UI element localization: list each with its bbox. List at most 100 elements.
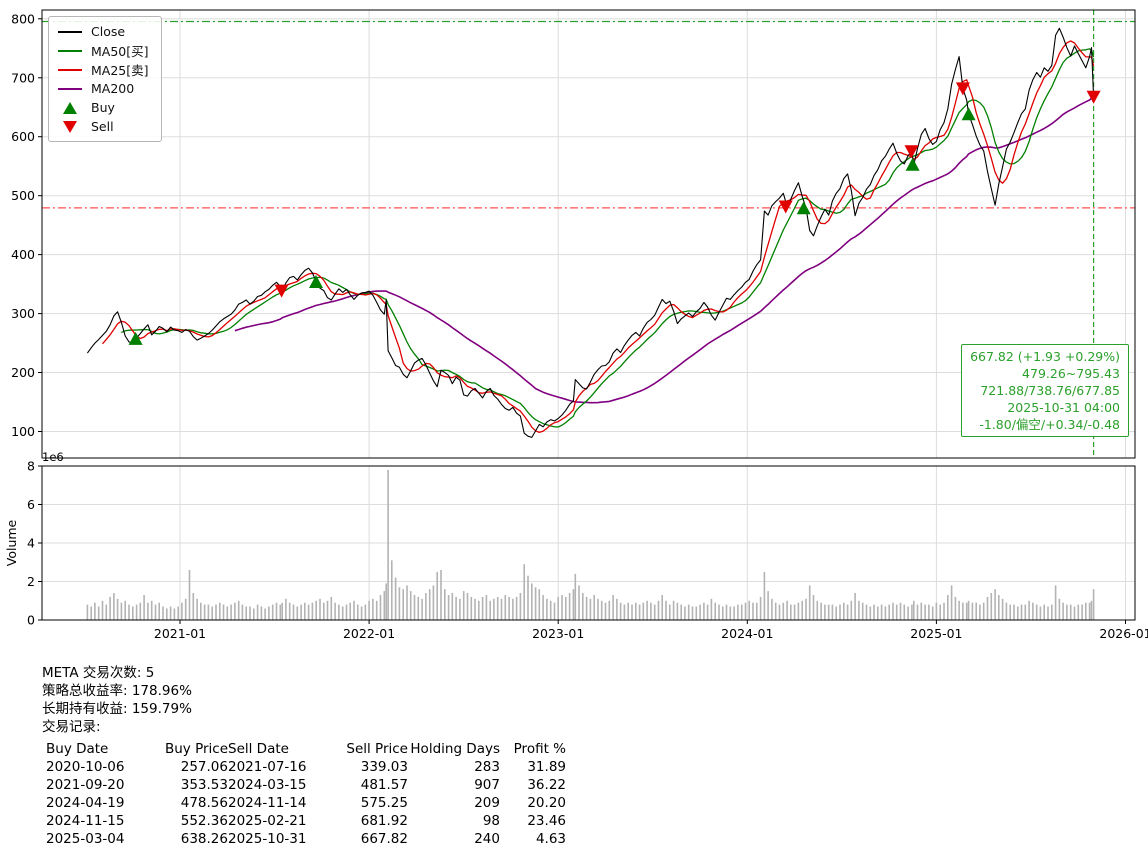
legend-item-ma50: MA50[买] xyxy=(57,41,149,60)
table-row: 2020-10-06 257.06 2021-07-16 339.03 283 31.89 xyxy=(46,758,566,776)
col-buy-date: Buy Date xyxy=(46,741,109,757)
table-cell: 2021-07-16 xyxy=(228,759,307,775)
table-cell: 907 xyxy=(474,777,500,793)
hold-return-line: 长期持有收益: 159.79% xyxy=(42,701,192,717)
legend-label-sell: Sell xyxy=(91,119,114,134)
ma25-line-sample xyxy=(57,68,83,71)
svg-text:2: 2 xyxy=(27,574,35,589)
table-cell: 240 xyxy=(474,831,500,847)
table-cell: 2020-10-06 xyxy=(46,759,125,775)
buy-marker-icon xyxy=(57,101,83,114)
table-cell: 209 xyxy=(474,795,500,811)
table-cell: 2025-03-04 xyxy=(46,831,125,847)
table-cell: 2024-04-19 xyxy=(46,795,125,811)
table-row: 2024-04-19 478.56 2024-11-14 575.25 209 20.20 xyxy=(46,794,566,812)
svg-text:2021-01: 2021-01 xyxy=(154,626,206,641)
table-cell: 552.36 xyxy=(180,813,228,829)
ma200-line xyxy=(234,97,1094,404)
table-cell: 2021-09-20 xyxy=(46,777,125,793)
table-cell: 478.56 xyxy=(180,795,228,811)
table-cell: 2024-03-15 xyxy=(228,777,307,793)
svg-text:2025-01: 2025-01 xyxy=(910,626,962,641)
svg-text:300: 300 xyxy=(11,306,35,321)
table-row: 2025-03-04 638.26 2025-10-31 667.82 240 4.63 xyxy=(46,830,566,848)
svg-text:700: 700 xyxy=(11,70,35,85)
summary-block: META 交易次数: 5 策略总收益率: 178.96% 长期持有收益: 159… xyxy=(42,664,566,848)
table-cell: 638.26 xyxy=(180,831,228,847)
ma50-line-sample xyxy=(57,49,83,52)
svg-text:8: 8 xyxy=(27,459,35,474)
volume-axis-label: Volume xyxy=(4,519,19,566)
table-cell: 575.25 xyxy=(360,795,408,811)
ma25-line xyxy=(102,40,1095,434)
legend-item-buy: Buy xyxy=(57,98,149,117)
svg-text:4: 4 xyxy=(27,536,35,551)
table-row: 2021-09-20 353.53 2024-03-15 481.57 907 36.22 xyxy=(46,776,566,794)
sell-marker-icon xyxy=(57,120,83,133)
table-cell: 23.46 xyxy=(527,813,566,829)
trades-table: Buy Date Buy Price Sell Date Sell Price … xyxy=(46,740,566,848)
col-sell-price: Sell Price xyxy=(346,741,408,757)
svg-text:2022-01: 2022-01 xyxy=(343,626,395,641)
table-header-row: Buy Date Buy Price Sell Date Sell Price … xyxy=(46,740,566,758)
col-buy-price: Buy Price xyxy=(164,741,228,757)
svg-text:2023-01: 2023-01 xyxy=(532,626,584,641)
legend-item-close: Close xyxy=(57,22,149,41)
quote-annotation-box: 667.82 (+1.93 +0.29%) 479.26~795.43 721.… xyxy=(961,344,1129,437)
table-cell: 31.89 xyxy=(527,759,566,775)
trade-record-label: 交易记录: xyxy=(42,719,101,735)
table-cell: 98 xyxy=(482,813,500,829)
x-axis-ticks: 2021-01 2022-01 2023-01 2024-01 2025-01 2026-… xyxy=(154,620,1148,641)
ma200-line-sample xyxy=(57,87,83,90)
svg-text:500: 500 xyxy=(11,188,35,203)
table-cell: 36.22 xyxy=(527,777,566,793)
volume-bars xyxy=(86,469,1095,621)
table-cell: 2025-10-31 xyxy=(228,831,307,847)
legend-label-buy: Buy xyxy=(91,100,115,115)
svg-text:800: 800 xyxy=(11,11,35,26)
volume-axis-ticks: 0 2 4 6 8 xyxy=(27,459,42,628)
annotation-last-price: 667.82 (+1.93 +0.29%) xyxy=(970,349,1120,364)
svg-text:100: 100 xyxy=(11,424,35,439)
annotation-signal: -1.80/偏空/+0.34/-0.48 xyxy=(979,417,1120,432)
table-cell: 481.57 xyxy=(360,777,408,793)
col-sell-date: Sell Date xyxy=(228,741,289,757)
col-holding-days: Holding Days xyxy=(410,741,500,757)
legend-label-ma200: MA200 xyxy=(91,81,135,96)
axes-spines xyxy=(41,9,1136,621)
volume-offset-label: 1e6 xyxy=(42,450,64,464)
legend-item-ma25: MA25[卖] xyxy=(57,60,149,79)
annotation-ma-values: 721.88/738.76/677.85 xyxy=(980,383,1120,398)
table-cell: 257.06 xyxy=(180,759,228,775)
legend: Close MA50[买] MA25[卖] MA200 Buy Sell xyxy=(48,16,162,142)
strategy-return-line: 策略总收益率: 178.96% xyxy=(42,683,192,699)
legend-label-ma50: MA50[买] xyxy=(91,44,149,59)
table-cell: 667.82 xyxy=(360,831,408,847)
grid xyxy=(42,10,1135,621)
close-line xyxy=(86,27,1095,438)
svg-text:0: 0 xyxy=(27,613,35,628)
close-line-sample xyxy=(57,30,83,33)
annotation-datetime: 2025-10-31 04:00 xyxy=(1007,400,1120,415)
table-cell: 283 xyxy=(474,759,500,775)
legend-label-ma25: MA25[卖] xyxy=(91,63,149,78)
annotation-range: 479.26~795.43 xyxy=(1022,366,1120,381)
sell-markers xyxy=(274,82,1101,298)
svg-text:200: 200 xyxy=(11,365,35,380)
table-cell: 2025-02-21 xyxy=(228,813,307,829)
table-cell: 2024-11-14 xyxy=(228,795,307,811)
svg-text:6: 6 xyxy=(27,497,35,512)
trade-count-line: META 交易次数: 5 xyxy=(42,665,155,681)
svg-text:400: 400 xyxy=(11,247,35,262)
svg-text:2026-01: 2026-01 xyxy=(1099,626,1148,641)
table-cell: 681.92 xyxy=(360,813,408,829)
table-cell: 353.53 xyxy=(180,777,228,793)
col-profit: Profit % xyxy=(513,741,566,757)
legend-item-sell: Sell xyxy=(57,117,149,136)
table-cell: 2024-11-15 xyxy=(46,813,125,829)
price-volume-chart: 100 200 300 400 500 600 700 800 0 2 4 6 8 2021-01 2022… xyxy=(4,9,1148,641)
table-row: 2024-11-15 552.36 2025-02-21 681.92 98 23.46 xyxy=(46,812,566,830)
table-cell: 20.20 xyxy=(527,795,566,811)
legend-item-ma200: MA200 xyxy=(57,79,149,98)
